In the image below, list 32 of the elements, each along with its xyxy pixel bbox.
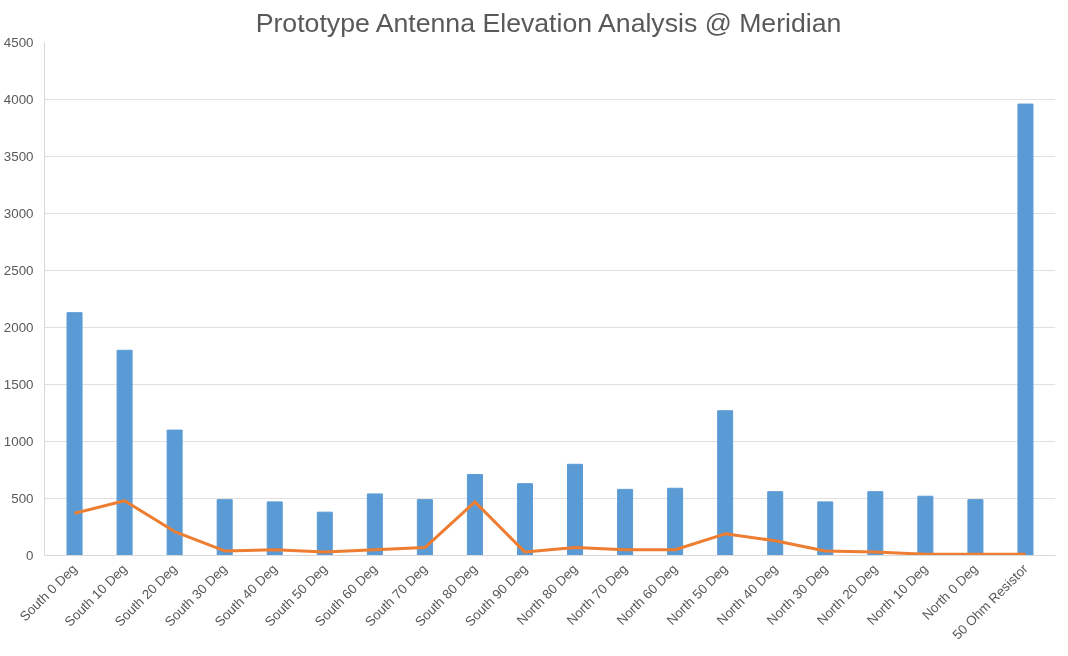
bar	[567, 463, 584, 556]
y-tick-label: 4500	[3, 35, 34, 50]
bar	[1017, 103, 1034, 556]
line-series	[73, 499, 1027, 556]
bar	[717, 410, 734, 556]
bar	[116, 349, 133, 556]
bar	[867, 491, 884, 556]
chart-title: Prototype Antenna Elevation Analysis @ Meridian	[255, 7, 842, 38]
bar	[967, 499, 984, 556]
y-tick-label: 2500	[3, 263, 34, 278]
bar	[166, 429, 183, 556]
y-tick-label: 3000	[3, 206, 34, 221]
y-tick-label: 1000	[3, 434, 34, 449]
bar	[416, 499, 433, 556]
bar	[316, 511, 333, 556]
bar	[216, 499, 233, 556]
y-tick-label: 3500	[3, 149, 34, 164]
y-tick-label: 500	[11, 491, 34, 506]
bar	[817, 501, 834, 556]
bar	[266, 501, 283, 556]
bar	[617, 488, 634, 556]
bar	[516, 483, 533, 556]
y-tick-label: 0	[26, 548, 34, 563]
bar	[917, 495, 934, 556]
bar	[366, 493, 383, 556]
bar	[667, 487, 684, 556]
y-tick-label: 4000	[3, 92, 34, 107]
bar	[66, 312, 83, 556]
bar	[466, 474, 483, 556]
y-tick-label: 2000	[3, 320, 34, 335]
y-tick-label: 1500	[3, 377, 34, 392]
bar	[767, 491, 784, 556]
